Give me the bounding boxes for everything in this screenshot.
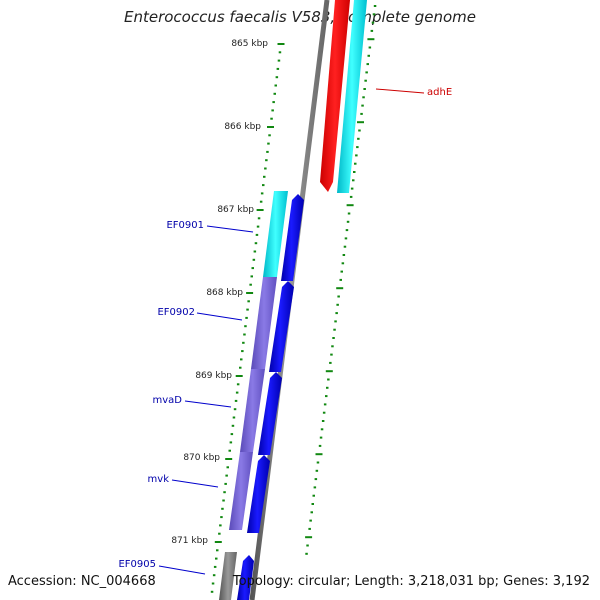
tick-label-870: 870 kbp: [183, 453, 220, 463]
gene-label-mvk[interactable]: mvk: [148, 474, 170, 485]
gene-label-adhE[interactable]: adhE: [427, 87, 452, 98]
leader-adhE: [375, 88, 425, 94]
tick-label-866: 866 kbp: [224, 122, 261, 132]
tick-label-871: 871 kbp: [171, 536, 208, 546]
tick-label-868: 868 kbp: [206, 288, 243, 298]
leader-EF0901: [206, 225, 254, 233]
gene-block-mvaD-purple[interactable]: [240, 369, 265, 452]
map-title: Enterococcus faecalis V583, complete gen…: [123, 8, 477, 26]
leader-EF0902: [196, 312, 243, 321]
cds-arrow-EF0902[interactable]: [269, 281, 294, 372]
gene-label-EF0905[interactable]: EF0905: [118, 559, 156, 570]
gene-block-EF0902-purple[interactable]: [251, 277, 277, 369]
leader-mvk: [171, 479, 219, 488]
tick-label-869: 869 kbp: [195, 371, 232, 381]
accession-text: Accession: NC_004668: [8, 574, 156, 589]
gene-block-EF0901-cyan[interactable]: [263, 191, 288, 277]
tick-label-865: 865 kbp: [231, 39, 268, 49]
gene-label-EF0902[interactable]: EF0902: [157, 307, 195, 318]
leader-EF0905: [158, 565, 206, 575]
leader-mvaD: [184, 400, 232, 408]
left-tick-marks: [210, 43, 285, 593]
gene-label-EF0901[interactable]: EF0901: [166, 220, 204, 231]
gene-block-adhE-red[interactable]: [320, 0, 350, 192]
genome-summary-text: Topology: circular; Length: 3,218,031 bp…: [232, 574, 590, 589]
cds-arrow-mvaD[interactable]: [258, 372, 282, 455]
cds-arrow-EF0905[interactable]: [237, 555, 254, 600]
gene-block-adhE-cyan[interactable]: [337, 0, 367, 193]
right-tick-marks: [305, 5, 377, 555]
tick-label-867: 867 kbp: [217, 205, 254, 215]
gene-block-EF0905-gray[interactable]: [219, 552, 237, 600]
gene-label-mvaD[interactable]: mvaD: [153, 395, 183, 406]
cds-arrow-mvk[interactable]: [247, 455, 270, 533]
cds-arrow-EF0901[interactable]: [281, 194, 304, 281]
gene-block-mvk-purple[interactable]: [229, 452, 253, 530]
